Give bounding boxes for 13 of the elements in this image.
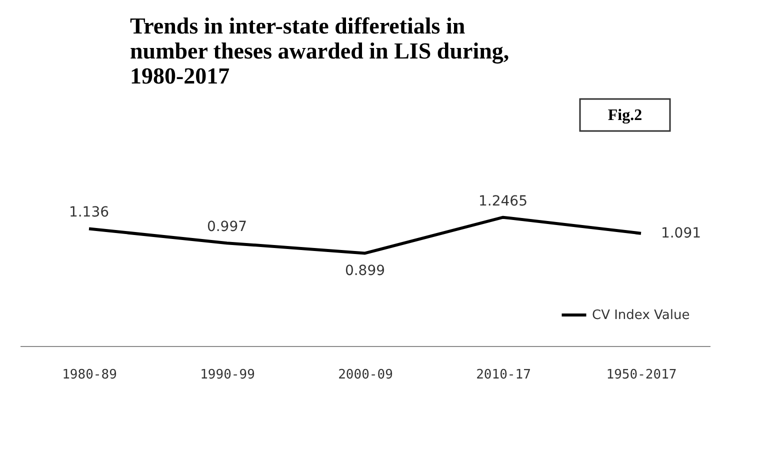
data-label: 1.091 bbox=[660, 225, 702, 242]
x-tick-label: 2000-09 bbox=[338, 368, 393, 382]
caption: Fig.2 bbox=[608, 107, 642, 124]
data-label: 0.997 bbox=[206, 219, 248, 236]
x-tick-label: 1990-99 bbox=[200, 368, 255, 382]
data-label: 1.2465 bbox=[478, 193, 528, 210]
data-label: 0.899 bbox=[344, 263, 386, 280]
x-tick-label: 2010-17 bbox=[476, 368, 531, 382]
x-tick-label: 1980-89 bbox=[62, 368, 117, 382]
x-tick-label: 1950-2017 bbox=[606, 368, 677, 382]
chart-title: Trends in inter-state differetials in number theses awarded in LIS during, 1980-2017 bbox=[130, 13, 510, 88]
data-label: 1.136 bbox=[68, 204, 110, 221]
legend-label: CV Index Value bbox=[592, 308, 690, 323]
